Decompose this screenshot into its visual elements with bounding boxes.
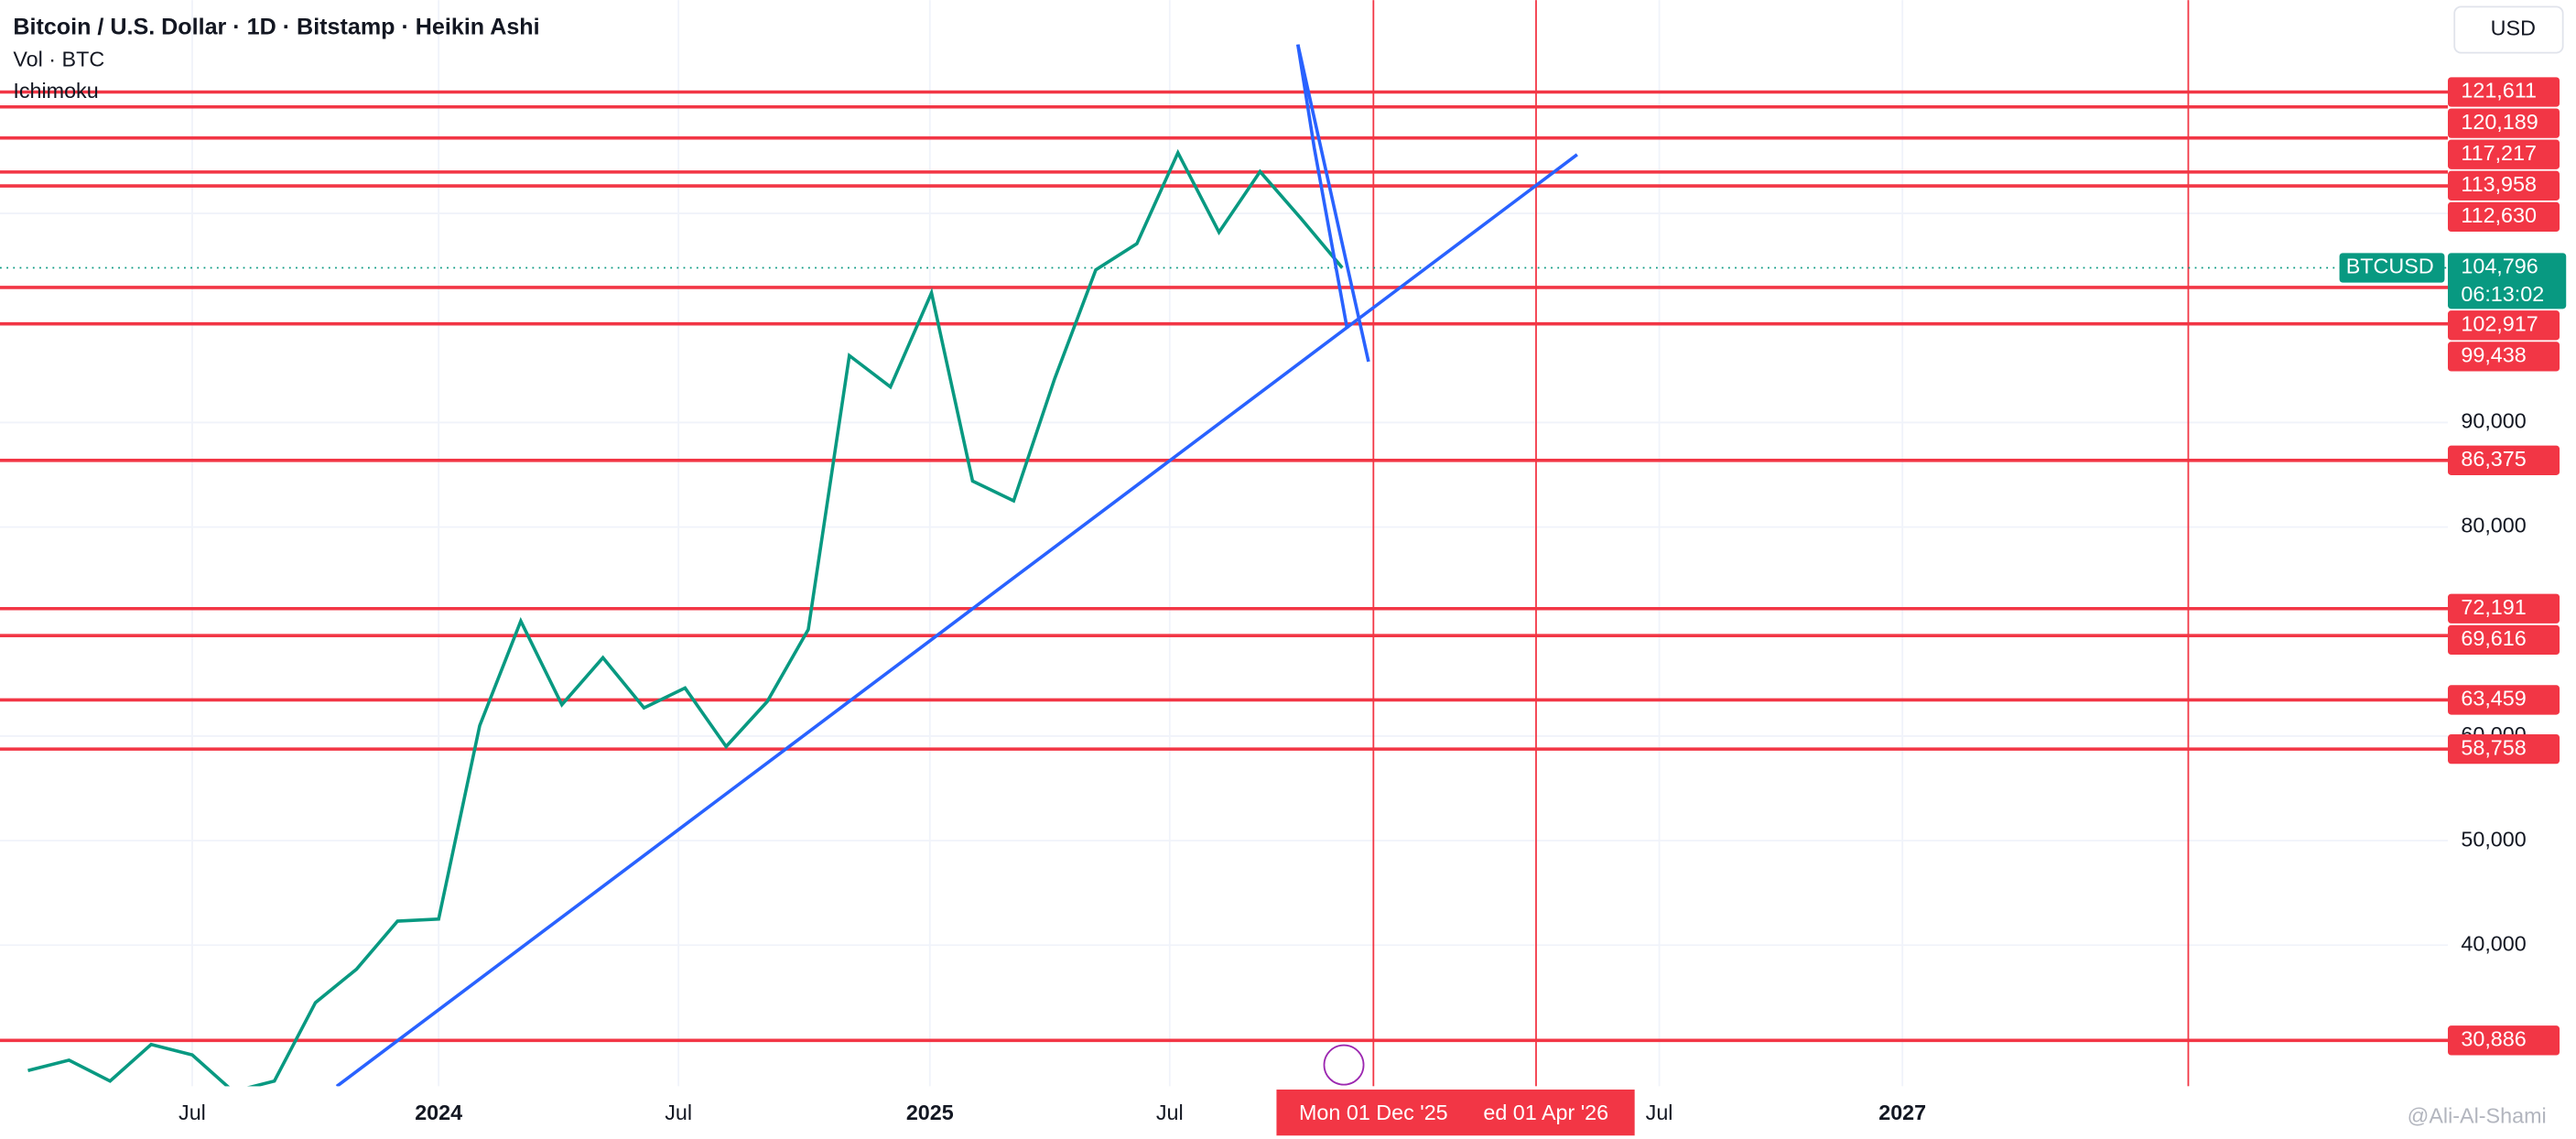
level-box	[2448, 445, 2560, 475]
y-tick-label: 40,000	[2461, 931, 2526, 955]
ai-icon[interactable]	[1323, 1044, 1365, 1086]
trend-line	[1296, 44, 1370, 363]
currency-button[interactable]	[2453, 5, 2564, 54]
watermark: @Ali-Al-Shami	[2408, 1104, 2547, 1128]
x-tick-label: 2025	[906, 1101, 954, 1124]
level-label: 63,459	[2461, 687, 2526, 711]
symbol-label: BTCUSD	[2346, 255, 2434, 278]
level-label: 102,917	[2461, 311, 2538, 335]
level-box	[2448, 593, 2560, 624]
x-tick-label: Jul	[1156, 1101, 1184, 1124]
countdown: 06:13:02	[2461, 282, 2544, 306]
level-box	[2448, 685, 2560, 715]
indicator-label: Vol · BTC	[13, 48, 104, 71]
level-label: 120,189	[2461, 110, 2538, 134]
price-label: 104,796	[2461, 255, 2538, 278]
y-tick-label: 80,000	[2461, 514, 2526, 537]
level-label: 117,217	[2461, 141, 2537, 165]
level-box	[2448, 342, 2560, 372]
y-tick-label: 50,000	[2461, 827, 2526, 851]
chart-title: Bitcoin / U.S. Dollar · 1D · Bitstamp · …	[13, 14, 539, 39]
y-tick-label: 90,000	[2461, 409, 2526, 433]
level-label: 30,886	[2461, 1026, 2526, 1050]
x-tick-label: Jul	[1646, 1101, 1673, 1124]
x-tick-label: Jul	[179, 1101, 206, 1124]
level-box	[2448, 77, 2560, 107]
trend-line	[335, 153, 1578, 1088]
level-label: 72,191	[2461, 595, 2526, 619]
level-label: 86,375	[2461, 447, 2526, 471]
level-box	[2448, 170, 2560, 201]
level-label: 58,758	[2461, 735, 2526, 759]
level-box	[2448, 1025, 2560, 1056]
level-box	[2448, 624, 2560, 655]
trend-line	[1295, 44, 1349, 330]
levels	[0, 90, 2449, 1043]
x-tick-label: Jul	[665, 1101, 692, 1124]
level-box	[2448, 108, 2560, 138]
level-box	[2448, 201, 2560, 233]
level-box	[2448, 139, 2560, 169]
price-box	[2448, 253, 2567, 309]
time-axis	[0, 1086, 2449, 1139]
x-tick-label: 2024	[415, 1101, 462, 1124]
x-tick-label: 2027	[1878, 1101, 1926, 1124]
indicator-label: Ichimoku	[13, 79, 98, 103]
date-marker: ed 01 Apr '26	[1483, 1101, 1608, 1124]
level-label: 112,630	[2461, 203, 2537, 227]
axis-layer: 110,00090,00080,00060,00050,00040,000Jul…	[179, 77, 2567, 1136]
date-marker-box	[1276, 1090, 1635, 1136]
level-box	[2448, 310, 2560, 341]
level-label: 99,438	[2461, 343, 2526, 367]
level-label: 69,616	[2461, 626, 2526, 650]
currency-label[interactable]: USD	[2491, 16, 2536, 40]
grid	[0, 0, 2449, 1087]
date-marker: Mon 01 Dec '25	[1299, 1101, 1448, 1124]
symbol-box	[2339, 253, 2445, 283]
level-label: 121,611	[2461, 79, 2537, 103]
level-label: 113,958	[2461, 172, 2537, 196]
level-box	[2448, 733, 2560, 765]
